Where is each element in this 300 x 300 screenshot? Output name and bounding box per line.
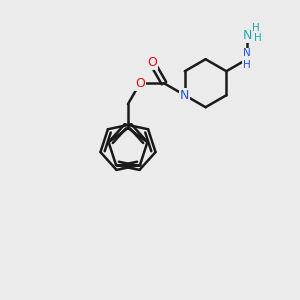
Text: N: N [242,29,252,42]
Text: N: N [180,89,190,102]
Text: H: H [254,33,262,43]
Text: N
H: N H [243,48,251,70]
Text: O: O [147,56,157,69]
Text: H: H [252,23,260,33]
Text: O: O [135,77,145,90]
